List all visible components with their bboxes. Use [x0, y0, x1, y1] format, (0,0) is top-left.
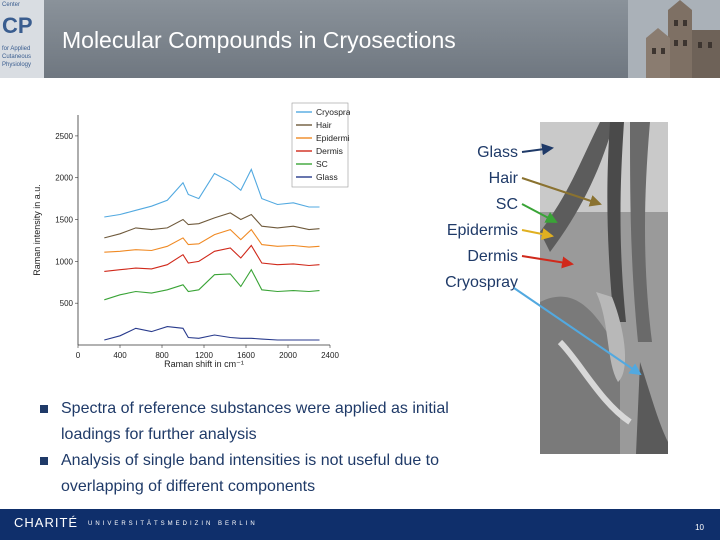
label-cryospray: Cryospray — [445, 274, 518, 291]
logo-line: Center — [2, 2, 21, 8]
building-photo — [628, 0, 720, 78]
x-tick-label: 2400 — [321, 351, 339, 360]
y-tick-label: 1500 — [55, 216, 73, 225]
legend-label-sc: SC — [316, 159, 328, 169]
bullet-marker — [40, 457, 48, 465]
footer-bar: CHARITÉ UNIVERSITÄTSMEDIZIN BERLIN 10 — [0, 509, 720, 540]
y-axis-label: Raman intensity in a.u. — [32, 184, 42, 276]
bullet-text: Analysis of single band intensities is n… — [61, 452, 440, 495]
series-line-sc — [104, 268, 320, 301]
series-line-cryospray — [104, 168, 320, 218]
series-line-hair — [104, 212, 320, 239]
bullet-item: Spectra of reference substances were app… — [40, 396, 460, 448]
plot-area — [104, 168, 320, 341]
x-tick-label: 2000 — [279, 351, 297, 360]
x-tick-label: 1600 — [237, 351, 255, 360]
bullet-text: Spectra of reference substances were app… — [61, 400, 449, 443]
legend-label-hair: Hair — [316, 120, 332, 130]
label-hair: Hair — [488, 170, 518, 187]
label-epidermis: Epidermis — [446, 222, 518, 239]
bullet-list: Spectra of reference substances were app… — [40, 396, 460, 500]
x-tick-label: 400 — [113, 351, 127, 360]
charite-logo: CHARITÉ — [14, 515, 79, 530]
slide-title: Molecular Compounds in Cryosections — [62, 27, 456, 53]
legend-label-epidermis: Epidermis — [316, 133, 350, 143]
logo-line: Physiology — [2, 62, 32, 68]
x-tick-label: 0 — [76, 351, 81, 360]
logo-line: CP — [2, 13, 33, 38]
raman-spectra-chart: 0 400 800 1200 1600 2000 2400 500 1000 1500 2000 2… — [32, 102, 350, 369]
y-tick-label: 1000 — [55, 257, 73, 266]
label-sc: SC — [495, 196, 518, 213]
legend-label-cryospray: Cryospray — [316, 107, 350, 117]
series-line-dermis — [104, 244, 320, 272]
series-line-epidermis — [104, 228, 320, 253]
label-dermis: Dermis — [467, 248, 518, 265]
y-tick-label: 500 — [60, 299, 74, 308]
label-glass: Glass — [477, 144, 518, 161]
legend-label-dermis: Dermis — [316, 146, 343, 156]
bullet-marker — [40, 405, 48, 413]
y-tick-label: 2500 — [55, 132, 73, 141]
x-axis-label: Raman shift in cm⁻¹ — [164, 359, 244, 369]
cryosection-micrograph — [540, 122, 668, 454]
cp-logo: Center CP for Applied Cutaneous Physiolo… — [0, 0, 44, 78]
legend-label-glass: Glass — [316, 172, 338, 182]
footer-subtitle: UNIVERSITÄTSMEDIZIN BERLIN — [88, 521, 258, 527]
slide-header: Center CP for Applied Cutaneous Physiolo… — [0, 0, 720, 78]
page-number: 10 — [695, 523, 704, 532]
x-tick-label: 800 — [155, 351, 169, 360]
logo-line: for Applied — [2, 46, 31, 52]
series-line-glass — [104, 326, 320, 341]
chart-legend: Cryospray Hair Epidermis Dermis SC Glass — [291, 102, 350, 188]
bullet-item: Analysis of single band intensities is n… — [40, 448, 460, 500]
y-tick-label: 2000 — [55, 174, 73, 183]
logo-line: Cutaneous — [2, 54, 32, 60]
legend-box — [291, 102, 349, 188]
x-tick-label: 1200 — [195, 351, 213, 360]
